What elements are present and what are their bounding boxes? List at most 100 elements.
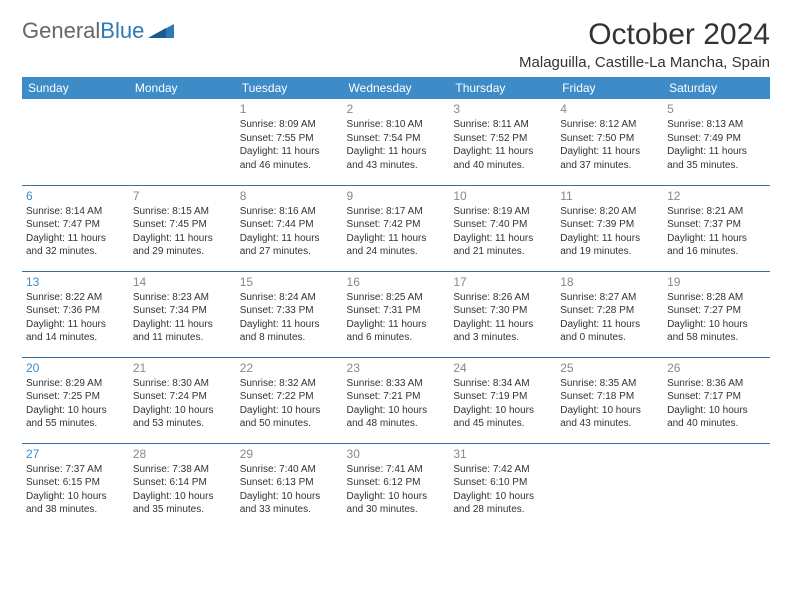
sunrise-line: Sunrise: 8:27 AM — [560, 291, 659, 305]
calendar-day-cell: 28Sunrise: 7:38 AMSunset: 6:14 PMDayligh… — [129, 443, 236, 529]
weekday-header: Saturday — [663, 77, 770, 99]
sunrise-line: Sunrise: 8:24 AM — [240, 291, 339, 305]
day-number: 12 — [667, 188, 766, 204]
calendar-day-cell: 3Sunrise: 8:11 AMSunset: 7:52 PMDaylight… — [449, 99, 556, 185]
daylight-line: Daylight: 10 hours and 43 minutes. — [560, 404, 659, 431]
triangle-icon — [148, 18, 174, 44]
title-block: October 2024 Malaguilla, Castille-La Man… — [519, 18, 770, 71]
calendar-week-row: 20Sunrise: 8:29 AMSunset: 7:25 PM Dayligh… — [22, 357, 770, 443]
sunrise-line: Sunrise: 8:16 AM — [240, 205, 339, 219]
day-number: 18 — [560, 274, 659, 290]
calendar-day-cell: 22Sunrise: 8:32 AMSunset: 7:22 PMDayligh… — [236, 357, 343, 443]
sunrise-line: Sunrise: 8:34 AM — [453, 377, 552, 391]
sunrise-line: Sunrise: 7:38 AM — [133, 463, 232, 477]
sunset-line: Sunset: 7:55 PM — [240, 132, 339, 146]
sunrise-line: Sunrise: 8:25 AM — [347, 291, 446, 305]
month-title: October 2024 — [519, 18, 770, 52]
sunset-line: Sunset: 7:19 PM — [453, 390, 552, 404]
calendar-table: Sunday Monday Tuesday Wednesday Thursday… — [22, 77, 770, 529]
day-number: 11 — [560, 188, 659, 204]
calendar-day-cell: 4Sunrise: 8:12 AMSunset: 7:50 PMDaylight… — [556, 99, 663, 185]
day-number: 15 — [240, 274, 339, 290]
daylight-line: Daylight: 10 hours and 38 minutes. — [26, 490, 125, 517]
sunset-line: Sunset: 6:15 PM — [26, 476, 125, 490]
daylight-line: Daylight: 10 hours and 30 minutes. — [347, 490, 446, 517]
calendar-day-cell — [663, 443, 770, 529]
day-number: 8 — [240, 188, 339, 204]
sunrise-line: Sunrise: 8:10 AM — [347, 118, 446, 132]
sunset-line: Sunset: 7:39 PM — [560, 218, 659, 232]
calendar-day-cell: 17Sunrise: 8:26 AMSunset: 7:30 PMDayligh… — [449, 271, 556, 357]
sunrise-line: Sunrise: 8:20 AM — [560, 205, 659, 219]
day-number: 22 — [240, 360, 339, 376]
sunrise-line: Sunrise: 8:28 AM — [667, 291, 766, 305]
sunset-line: Sunset: 6:14 PM — [133, 476, 232, 490]
sunrise-line: Sunrise: 8:29 AM — [26, 377, 125, 391]
day-number: 14 — [133, 274, 232, 290]
calendar-day-cell: 21Sunrise: 8:30 AMSunset: 7:24 PMDayligh… — [129, 357, 236, 443]
weekday-header: Tuesday — [236, 77, 343, 99]
calendar-week-row: 6Sunrise: 8:14 AMSunset: 7:47 PMDaylight… — [22, 185, 770, 271]
daylight-line: Daylight: 11 hours and 35 minutes. — [667, 145, 766, 172]
sunrise-line: Sunrise: 8:11 AM — [453, 118, 552, 132]
calendar-day-cell: 5Sunrise: 8:13 AMSunset: 7:49 PMDaylight… — [663, 99, 770, 185]
calendar-day-cell: 16Sunrise: 8:25 AMSunset: 7:31 PMDayligh… — [343, 271, 450, 357]
sunrise-line: Sunrise: 8:32 AM — [240, 377, 339, 391]
sunrise-line: Sunrise: 7:42 AM — [453, 463, 552, 477]
daylight-line: Daylight: 11 hours and 32 minutes. — [26, 232, 125, 259]
sunset-line: Sunset: 7:25 PM — [26, 390, 125, 404]
day-number: 29 — [240, 446, 339, 462]
sunrise-line: Sunrise: 8:26 AM — [453, 291, 552, 305]
daylight-line: Daylight: 11 hours and 21 minutes. — [453, 232, 552, 259]
location: Malaguilla, Castille-La Mancha, Spain — [519, 54, 770, 71]
day-number: 19 — [667, 274, 766, 290]
calendar-day-cell: 27Sunrise: 7:37 AMSunset: 6:15 PMDayligh… — [22, 443, 129, 529]
calendar-day-cell: 26Sunrise: 8:36 AMSunset: 7:17 PMDayligh… — [663, 357, 770, 443]
day-number: 2 — [347, 101, 446, 117]
daylight-line: Daylight: 11 hours and 40 minutes. — [453, 145, 552, 172]
day-number: 20 — [26, 360, 125, 376]
logo-text-2: Blue — [100, 18, 144, 44]
sunrise-line: Sunrise: 8:13 AM — [667, 118, 766, 132]
sunset-line: Sunset: 7:34 PM — [133, 304, 232, 318]
calendar-day-cell: 11Sunrise: 8:20 AMSunset: 7:39 PMDayligh… — [556, 185, 663, 271]
day-number: 27 — [26, 446, 125, 462]
calendar-day-cell: 18Sunrise: 8:27 AMSunset: 7:28 PMDayligh… — [556, 271, 663, 357]
header: GeneralBlue October 2024 Malaguilla, Cas… — [22, 18, 770, 71]
sunset-line: Sunset: 7:17 PM — [667, 390, 766, 404]
calendar-day-cell: 6Sunrise: 8:14 AMSunset: 7:47 PMDaylight… — [22, 185, 129, 271]
daylight-line: Daylight: 11 hours and 27 minutes. — [240, 232, 339, 259]
daylight-line: Daylight: 10 hours and 28 minutes. — [453, 490, 552, 517]
weekday-header: Friday — [556, 77, 663, 99]
calendar-day-cell: 8Sunrise: 8:16 AMSunset: 7:44 PMDaylight… — [236, 185, 343, 271]
day-number: 31 — [453, 446, 552, 462]
day-number: 26 — [667, 360, 766, 376]
weekday-header: Sunday — [22, 77, 129, 99]
daylight-line: Daylight: 10 hours and 48 minutes. — [347, 404, 446, 431]
day-number: 3 — [453, 101, 552, 117]
sunrise-line: Sunrise: 8:36 AM — [667, 377, 766, 391]
daylight-line: Daylight: 10 hours and 58 minutes. — [667, 318, 766, 345]
day-number: 24 — [453, 360, 552, 376]
day-number: 10 — [453, 188, 552, 204]
day-number: 9 — [347, 188, 446, 204]
daylight-line: Daylight: 10 hours and 53 minutes. — [133, 404, 232, 431]
sunrise-line: Sunrise: 8:35 AM — [560, 377, 659, 391]
calendar-day-cell: 14Sunrise: 8:23 AMSunset: 7:34 PMDayligh… — [129, 271, 236, 357]
calendar-day-cell: 9Sunrise: 8:17 AMSunset: 7:42 PMDaylight… — [343, 185, 450, 271]
day-number: 13 — [26, 274, 125, 290]
day-number: 23 — [347, 360, 446, 376]
calendar-day-cell: 19Sunrise: 8:28 AMSunset: 7:27 PMDayligh… — [663, 271, 770, 357]
sunrise-line: Sunrise: 8:19 AM — [453, 205, 552, 219]
calendar-week-row: 27Sunrise: 7:37 AMSunset: 6:15 PMDayligh… — [22, 443, 770, 529]
sunset-line: Sunset: 7:21 PM — [347, 390, 446, 404]
calendar-day-cell: 13Sunrise: 8:22 AMSunset: 7:36 PMDayligh… — [22, 271, 129, 357]
sunset-line: Sunset: 7:49 PM — [667, 132, 766, 146]
daylight-line: Daylight: 11 hours and 24 minutes. — [347, 232, 446, 259]
weekday-header: Monday — [129, 77, 236, 99]
daylight-line: Daylight: 11 hours and 46 minutes. — [240, 145, 339, 172]
sunset-line: Sunset: 7:54 PM — [347, 132, 446, 146]
sunrise-line: Sunrise: 7:41 AM — [347, 463, 446, 477]
daylight-line: Daylight: 10 hours and 35 minutes. — [133, 490, 232, 517]
sunrise-line: Sunrise: 8:30 AM — [133, 377, 232, 391]
